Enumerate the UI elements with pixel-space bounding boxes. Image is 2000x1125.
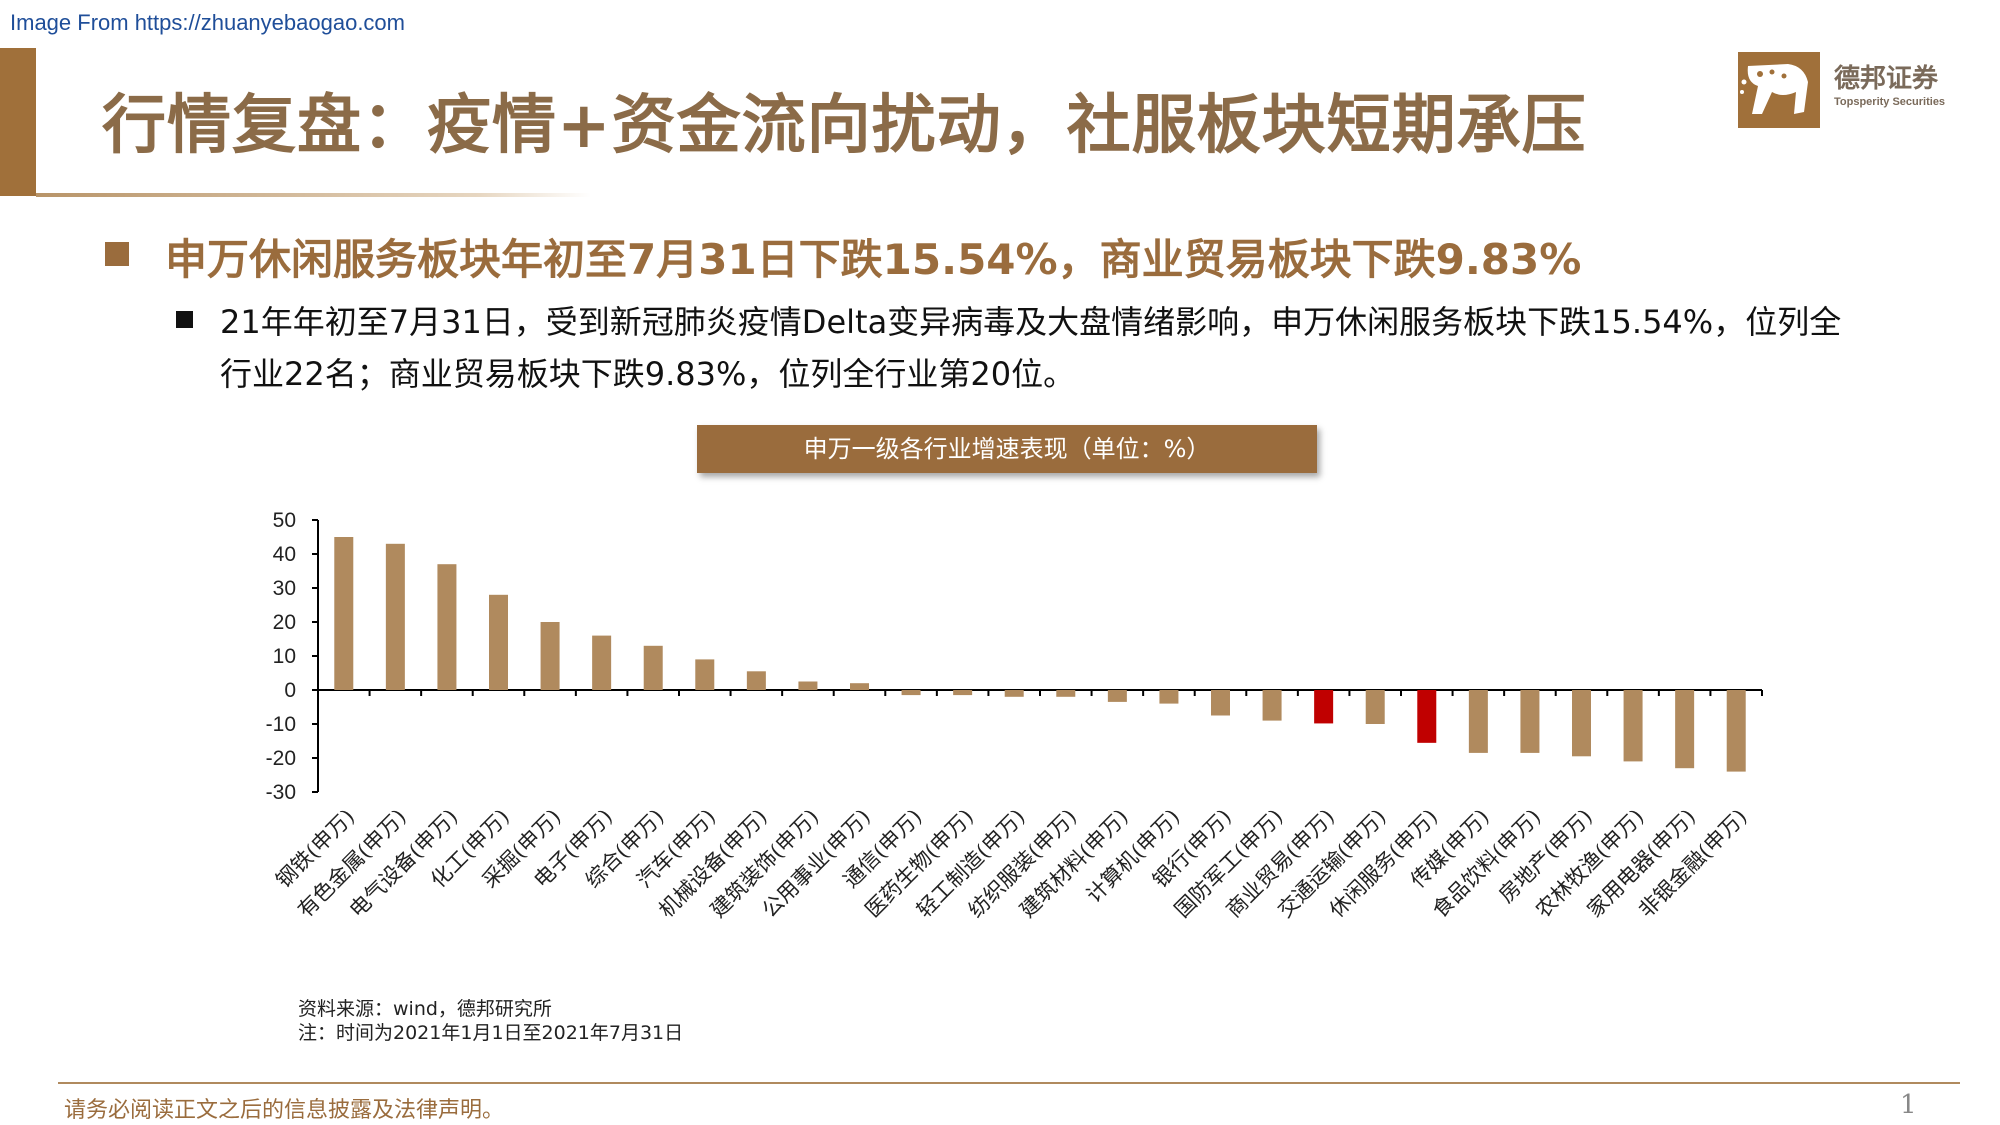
bar [953,690,973,696]
y-tick-label: 30 [273,577,296,600]
y-tick-label: -30 [266,781,296,804]
bar [1572,690,1591,757]
bar [1107,690,1127,702]
bar [385,543,405,690]
bar [1159,690,1179,704]
bar [1314,690,1334,724]
y-tick-label: -20 [266,747,296,770]
bar [695,659,715,690]
watermark: Image From https://zhuanyebaogao.com [10,10,405,35]
logo-name: 德邦证券 [1834,64,1939,94]
bar [1726,690,1746,772]
bar [1056,690,1076,697]
note-line: 注：时间为2021年1月1日至2021年7月31日 [298,1022,684,1044]
bar [1675,690,1695,769]
y-tick-label: 40 [273,543,296,566]
y-tick-label: 10 [273,645,296,668]
source-note: 资料来源：wind，德邦研究所 注：时间为2021年1月1日至2021年7月31… [298,997,683,1045]
bar [489,594,508,690]
bar [1211,690,1230,716]
bar [1623,690,1643,762]
title-accent-bar [0,48,36,196]
footer-rule [58,1082,1960,1084]
bar [850,683,869,690]
bar [1417,690,1437,743]
bar [334,537,354,690]
disclaimer: 请务必阅读正文之后的信息披露及法律声明。 [64,1098,505,1123]
body-text: 21年年初至7月31日，受到新冠肺炎疫情Delta变异病毒及大盘情绪影响，申万休… [220,303,1842,393]
bar [1262,690,1282,721]
bar [1468,690,1488,753]
bar [592,635,612,690]
bar [540,622,560,690]
title-underline [36,193,591,197]
headline: 申万休闲服务板块年初至7月31日下跌15.54%，商业贸易板块下跌9.83% [165,235,1582,284]
bar [746,671,766,690]
chart-title: 申万一级各行业增速表现（单位：%） [697,425,1317,473]
y-tick-label: 50 [273,509,296,532]
bar [643,645,663,690]
bar [1365,690,1385,724]
headline-bullet [105,242,129,266]
y-tick-label: -10 [266,713,296,736]
body-bullet [176,311,193,328]
company-logo: 德邦证券 Topsperity Securities [1738,52,1968,132]
bar [1520,690,1540,753]
source-line: 资料来源：wind，德邦研究所 [298,998,552,1020]
page-number: 1 [1900,1090,1917,1120]
page-title: 行情复盘：疫情+资金流向扰动，社服板块短期承压 [102,89,1587,163]
bar [1004,690,1024,697]
leopard-logo-icon [1738,52,1820,128]
bar [901,690,921,696]
logo-subtitle: Topsperity Securities [1834,96,1946,108]
bar [798,681,818,690]
y-tick-label: 20 [273,611,296,634]
bar [437,564,457,690]
y-tick-label: 0 [284,679,296,702]
